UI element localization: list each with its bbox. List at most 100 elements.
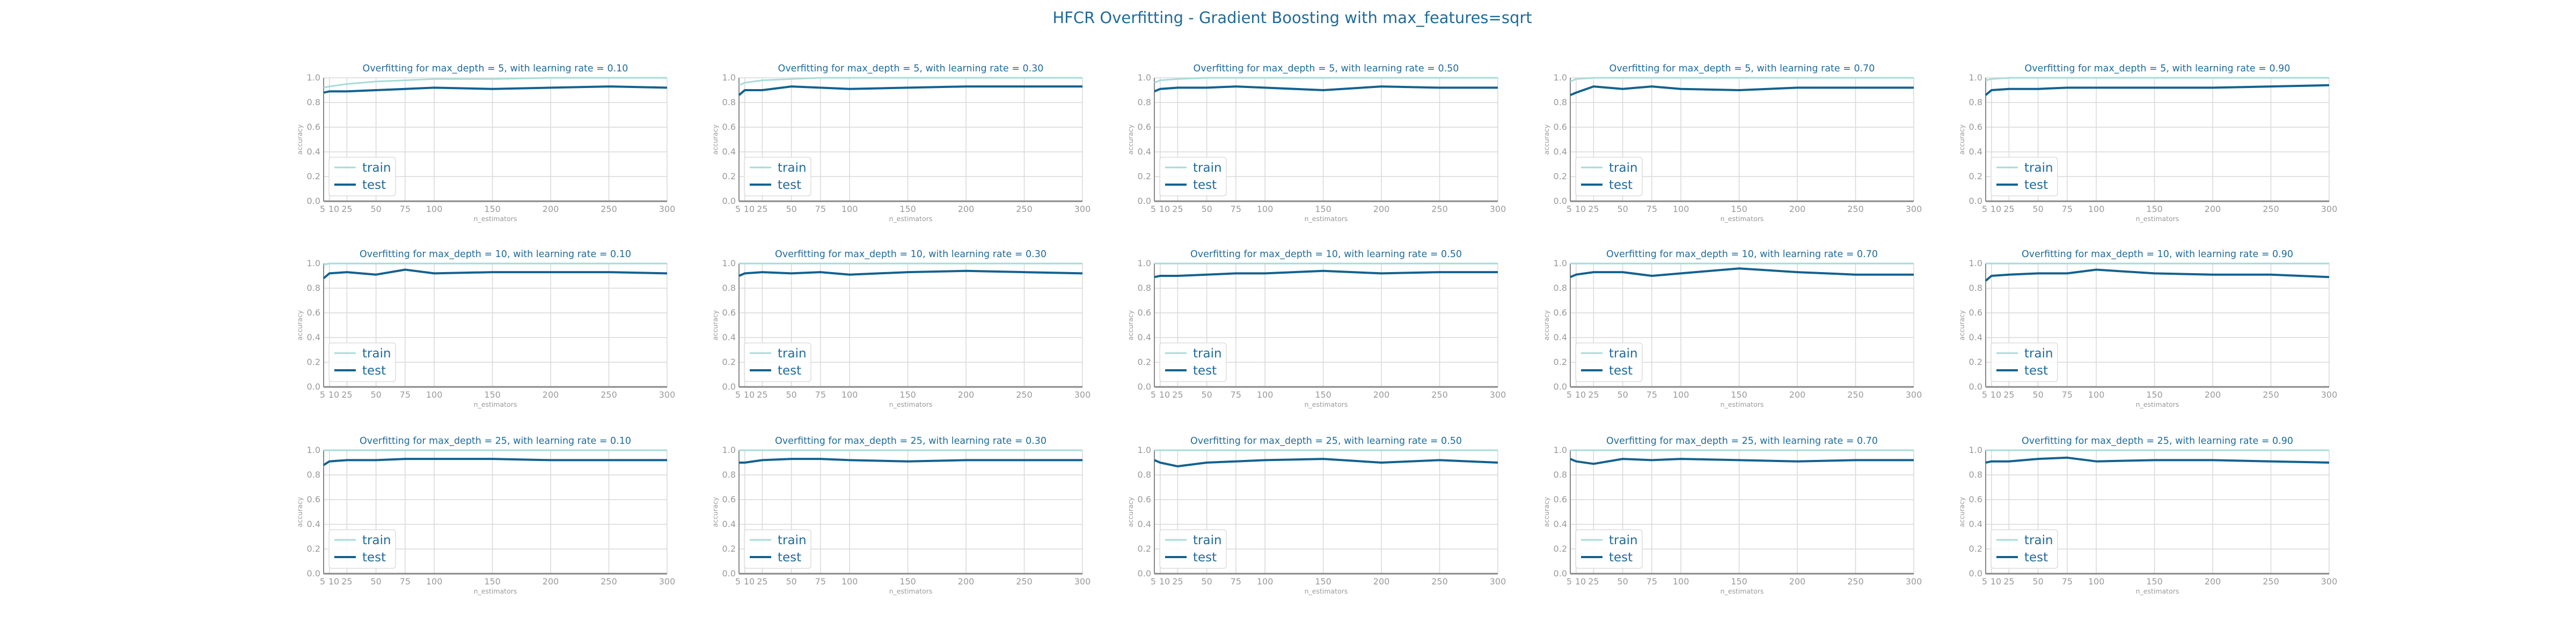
legend-label-test: test	[362, 551, 386, 565]
legend-label-train: train	[2024, 347, 2053, 361]
y-tick-label: 1.0	[307, 445, 320, 455]
subplot-title: Overfitting for max_depth = 5, with lear…	[363, 63, 628, 74]
legend-label-train: train	[2024, 161, 2053, 175]
y-axis-label: accuracy	[711, 496, 719, 527]
y-tick-label: 1.0	[1554, 258, 1567, 268]
x-tick-label: 5	[735, 576, 741, 587]
x-axis-label: n_estimators	[1305, 215, 1348, 223]
x-tick-label: 75	[1231, 390, 1241, 400]
x-tick-label: 100	[426, 204, 443, 214]
x-tick-label: 25	[341, 390, 352, 400]
x-axis-label: n_estimators	[1305, 400, 1348, 408]
y-axis-label: accuracy	[1126, 124, 1135, 155]
series-line-test	[1985, 84, 2330, 96]
series-line-train	[1570, 77, 1914, 83]
legend-label-test: test	[778, 364, 801, 378]
x-tick-label: 25	[341, 576, 352, 587]
x-tick-label: 150	[2146, 390, 2163, 400]
legend-label-train: train	[778, 533, 807, 547]
y-tick-label: 0.6	[1969, 308, 1982, 318]
y-tick-label: 0.2	[307, 357, 320, 367]
y-axis-label: accuracy	[296, 124, 304, 155]
series-line-test	[739, 458, 1082, 464]
x-tick-label: 75	[1231, 204, 1241, 214]
x-tick-label: 5	[735, 204, 741, 214]
x-tick-label: 75	[815, 390, 826, 400]
y-axis-label: accuracy	[296, 496, 304, 527]
subplot-title: Overfitting for max_depth = 5, with lear…	[778, 63, 1044, 74]
x-tick-label: 50	[370, 390, 381, 400]
series-line-train	[323, 77, 667, 89]
legend-label-train: train	[778, 347, 807, 361]
x-tick-label: 250	[1847, 204, 1864, 214]
y-tick-label: 0.0	[1969, 568, 1982, 579]
x-tick-label: 5	[320, 204, 325, 214]
x-tick-label: 250	[1847, 576, 1864, 587]
x-tick-label: 5	[1567, 204, 1572, 214]
x-tick-label: 5	[320, 390, 325, 400]
x-tick-label: 300	[659, 576, 676, 587]
legend-label-test: test	[778, 551, 801, 565]
x-tick-label: 5	[320, 576, 325, 587]
legend: train test	[1990, 529, 2058, 569]
x-tick-label: 200	[958, 390, 975, 400]
x-tick-label: 5	[735, 390, 741, 400]
x-tick-label: 250	[2263, 576, 2279, 587]
x-tick-label: 150	[1315, 576, 1331, 587]
y-tick-label: 0.8	[1969, 283, 1982, 293]
x-tick-label: 10	[744, 390, 755, 400]
legend: train test	[1159, 157, 1227, 196]
x-tick-label: 200	[543, 390, 559, 400]
x-tick-label: 5	[1151, 204, 1156, 214]
y-tick-label: 0.4	[1138, 332, 1151, 342]
x-tick-label: 10	[1575, 390, 1586, 400]
y-tick-label: 0.2	[1554, 357, 1567, 367]
series-line-train	[323, 262, 667, 266]
legend-label-test: test	[1609, 364, 1633, 378]
x-tick-label: 300	[1490, 390, 1506, 400]
y-tick-label: 0.2	[1969, 544, 1982, 554]
x-tick-label: 25	[341, 204, 352, 214]
y-tick-label: 0.6	[1554, 308, 1567, 318]
y-tick-label: 0.2	[1969, 357, 1982, 367]
subplot-15: Overfitting for max_depth = 25, with lea…	[1958, 436, 2337, 595]
legend-label-train: train	[778, 161, 807, 175]
x-tick-label: 100	[426, 390, 443, 400]
x-tick-label: 150	[484, 576, 501, 587]
subplot-13: Overfitting for max_depth = 25, with lea…	[1126, 436, 1506, 595]
legend-label-train: train	[2024, 533, 2053, 547]
y-tick-label: 0.4	[1969, 147, 1982, 157]
x-tick-label: 250	[601, 576, 617, 587]
y-tick-label: 0.8	[1554, 470, 1567, 480]
x-tick-label: 25	[1588, 204, 1599, 214]
x-axis-label: n_estimators	[889, 587, 933, 595]
y-tick-label: 0.0	[307, 382, 320, 392]
x-tick-label: 5	[1982, 204, 1987, 214]
y-tick-label: 0.6	[307, 122, 320, 132]
series-line-test	[1985, 456, 2330, 464]
legend: train test	[1159, 342, 1227, 382]
y-tick-label: 0.8	[722, 470, 736, 480]
x-tick-label: 25	[2003, 576, 2014, 587]
subplot-9: Overfitting for max_depth = 10, with lea…	[1542, 249, 1922, 408]
subplot-title: Overfitting for max_depth = 5, with lear…	[1609, 63, 1875, 74]
series-line-test	[323, 458, 667, 466]
x-tick-label: 100	[1257, 204, 1274, 214]
y-tick-label: 0.0	[307, 196, 320, 206]
x-axis-label: n_estimators	[1721, 587, 1764, 595]
x-tick-label: 150	[2146, 576, 2163, 587]
x-tick-label: 300	[1074, 576, 1091, 587]
x-tick-label: 25	[1172, 576, 1183, 587]
x-tick-label: 100	[1257, 390, 1274, 400]
x-tick-label: 50	[370, 204, 381, 214]
subplot-12: Overfitting for max_depth = 25, with lea…	[711, 436, 1091, 595]
series-line-train	[1154, 77, 1498, 84]
y-tick-label: 0.4	[1138, 147, 1151, 157]
x-tick-label: 200	[2205, 576, 2221, 587]
subplot-title: Overfitting for max_depth = 25, with lea…	[2022, 436, 2293, 447]
x-tick-label: 100	[1673, 576, 1689, 587]
x-tick-label: 50	[2032, 576, 2043, 587]
y-tick-label: 0.8	[722, 97, 736, 107]
y-axis-label: accuracy	[711, 310, 719, 340]
